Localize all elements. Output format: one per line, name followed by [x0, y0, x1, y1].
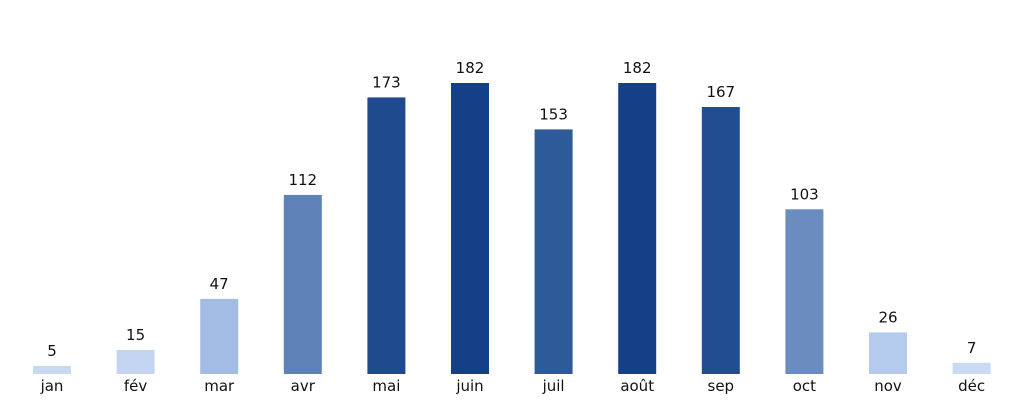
data-label-6: 153	[539, 105, 568, 123]
data-label-5: 182	[456, 59, 485, 77]
bar-4	[367, 97, 406, 375]
bars-layer	[33, 83, 991, 375]
data-label-2: 47	[210, 275, 229, 293]
x-tick-label-2: mar	[204, 377, 235, 395]
data-label-11: 7	[967, 339, 977, 357]
data-label-3: 112	[288, 171, 317, 189]
x-tick-label-0: jan	[40, 377, 64, 395]
data-label-1: 15	[126, 326, 145, 344]
bar-10	[869, 332, 907, 374]
bar-3	[283, 194, 322, 374]
x-tick-label-11: déc	[958, 377, 985, 395]
x-tick-label-10: nov	[874, 377, 902, 395]
bar-6	[534, 129, 573, 374]
data-label-0: 5	[47, 342, 57, 360]
x-tick-label-6: juil	[542, 377, 565, 395]
x-tick-label-1: fév	[124, 377, 148, 395]
value-labels-layer: 5 15 47 112 173 182 153 182 167 103 26 7	[47, 59, 976, 360]
bar-7	[618, 83, 657, 374]
x-tick-label-5: juin	[455, 377, 483, 395]
bar-11	[952, 362, 991, 374]
data-label-7: 182	[623, 59, 652, 77]
x-tick-label-7: août	[620, 377, 654, 395]
data-label-10: 26	[878, 308, 897, 326]
bar-1	[116, 350, 155, 374]
data-label-4: 173	[372, 73, 401, 91]
bar-2	[200, 298, 239, 374]
bar-0	[33, 366, 71, 374]
data-label-8: 167	[706, 83, 735, 101]
x-tick-label-8: sep	[708, 377, 735, 395]
data-label-9: 103	[790, 185, 819, 203]
x-tick-label-4: mai	[372, 377, 400, 395]
bar-9	[785, 209, 824, 374]
bar-5	[451, 83, 489, 374]
x-tick-labels-layer: jan fév mar avr mai juin juil août sep oct nov déc	[40, 377, 986, 395]
bar-8	[701, 107, 740, 374]
x-tick-label-3: avr	[291, 377, 316, 395]
x-tick-label-9: oct	[793, 377, 816, 395]
